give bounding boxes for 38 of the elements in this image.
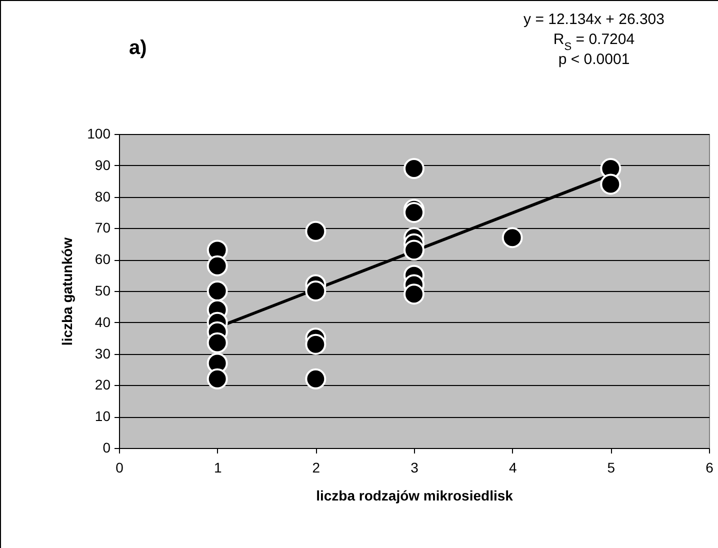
x-tick-label: 5 [607, 460, 616, 476]
y-tick-label: 20 [94, 376, 111, 393]
y-tick-label: 50 [94, 282, 111, 298]
y-tick-label: 90 [94, 156, 111, 173]
point [305, 334, 326, 355]
y-tick-label: 100 [87, 126, 111, 142]
point [502, 227, 523, 248]
point [206, 255, 228, 276]
x-tick-label: 0 [116, 460, 124, 476]
point [206, 332, 228, 354]
y-tick-label: 30 [94, 345, 111, 362]
point [305, 280, 326, 302]
point [206, 368, 228, 390]
point [404, 284, 424, 305]
text: y = 12.134x + 26.303 [524, 11, 664, 28]
point [305, 368, 326, 390]
x-tick-label: 4 [508, 460, 517, 476]
x-tick-label: 2 [312, 460, 320, 476]
point [404, 202, 424, 223]
point [404, 158, 424, 180]
x-axis-title: liczba rodzajów mikrosiedlisk [316, 488, 514, 504]
chart-title: a) [129, 37, 147, 59]
y-tick-label: 0 [102, 440, 111, 456]
text: p < 0.0001 [558, 51, 630, 68]
y-tick-label: 80 [94, 188, 111, 204]
y-tick-label: 70 [94, 220, 111, 236]
x-tick-label: 6 [706, 460, 714, 476]
point [305, 220, 326, 242]
y-tick-label: 40 [94, 314, 111, 330]
x-tick-label: 3 [410, 460, 419, 476]
text: R$_{S}$ = 0.7204 [553, 31, 635, 53]
y-axis-title: liczba gatunków [59, 237, 76, 346]
point [404, 240, 424, 261]
point [206, 280, 228, 302]
y-tick-label: 60 [94, 251, 111, 268]
x-tick-label: 1 [214, 460, 222, 476]
point [600, 174, 622, 195]
y-tick-label: 10 [94, 408, 111, 424]
